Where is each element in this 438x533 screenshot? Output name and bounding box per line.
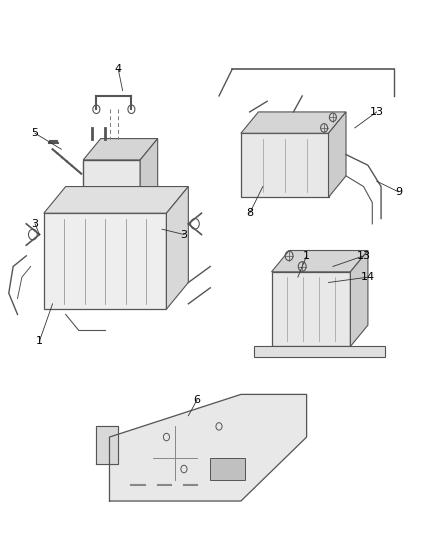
Text: 3: 3 xyxy=(32,219,39,229)
FancyBboxPatch shape xyxy=(44,213,166,309)
Polygon shape xyxy=(166,187,188,309)
Polygon shape xyxy=(350,251,368,346)
Text: 5: 5 xyxy=(32,128,39,138)
Text: 1: 1 xyxy=(36,336,43,346)
Polygon shape xyxy=(272,251,368,272)
Text: 8: 8 xyxy=(246,208,253,218)
FancyBboxPatch shape xyxy=(83,160,140,213)
Text: 13: 13 xyxy=(370,107,384,117)
Polygon shape xyxy=(140,139,158,213)
Polygon shape xyxy=(328,112,346,197)
Text: 1: 1 xyxy=(303,251,310,261)
FancyBboxPatch shape xyxy=(210,458,245,480)
FancyBboxPatch shape xyxy=(272,272,350,346)
Polygon shape xyxy=(44,187,188,213)
Text: 6: 6 xyxy=(194,395,201,405)
Polygon shape xyxy=(254,346,385,357)
Text: 3: 3 xyxy=(180,230,187,239)
Text: 9: 9 xyxy=(395,187,402,197)
Polygon shape xyxy=(83,139,158,160)
FancyBboxPatch shape xyxy=(241,133,328,197)
Text: 14: 14 xyxy=(361,272,375,282)
Text: 13: 13 xyxy=(357,251,371,261)
Text: 4: 4 xyxy=(115,64,122,74)
Polygon shape xyxy=(110,394,307,501)
Polygon shape xyxy=(96,426,118,464)
Polygon shape xyxy=(241,112,346,133)
